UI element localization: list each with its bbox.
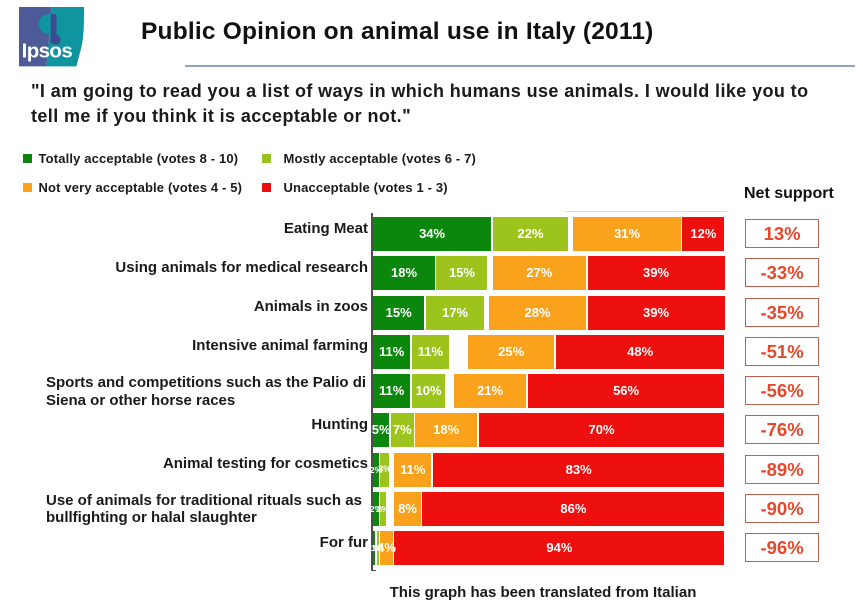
svg-text:Ipsos: Ipsos bbox=[22, 39, 73, 62]
